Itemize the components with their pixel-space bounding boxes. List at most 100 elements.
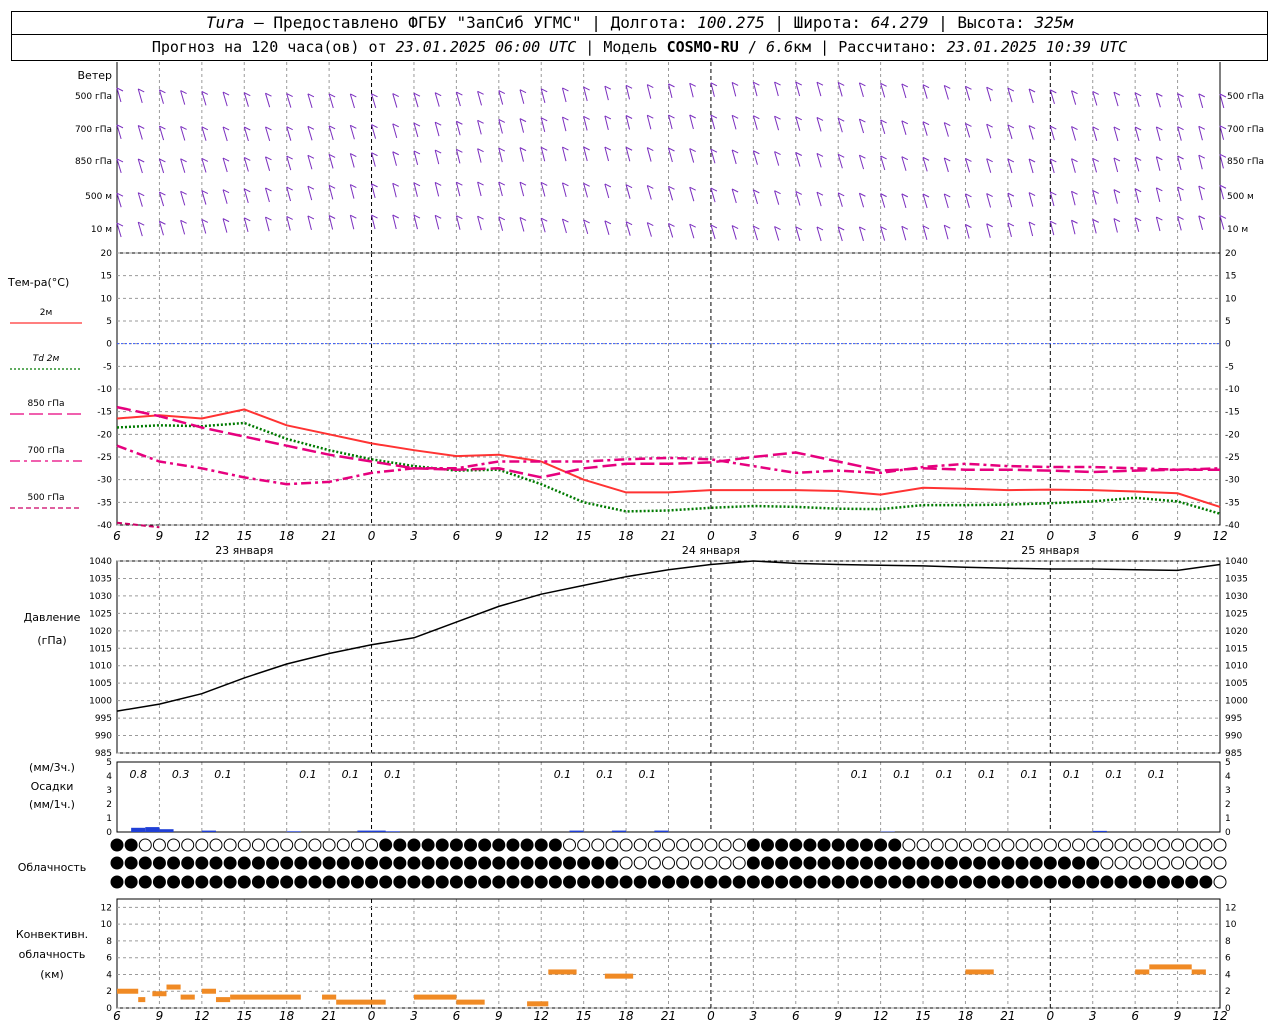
- wind-barb-feather: [307, 125, 315, 130]
- pressure-tick-label: 1035: [89, 574, 112, 584]
- wind-barb: [264, 187, 270, 203]
- wind-barb-feather: [116, 124, 124, 129]
- precip-accum-label: 0.1: [851, 768, 869, 781]
- pressure-tick-label-right: 1035: [1225, 574, 1248, 584]
- cloud-symbol: [1086, 875, 1100, 889]
- wind-barb: [116, 158, 122, 174]
- bottom-time-tick-label: 15: [237, 1009, 252, 1023]
- cloud-symbol: [563, 875, 577, 889]
- wind-barb-feather: [350, 93, 357, 98]
- wind-barb: [795, 81, 801, 97]
- wind-barb-feather: [604, 146, 612, 151]
- cloud-symbol: [1171, 875, 1185, 889]
- wind-barb: [710, 224, 716, 240]
- wind-barb-feather: [625, 84, 633, 89]
- wind-barb: [689, 83, 694, 98]
- wind-barb-feather: [1177, 215, 1184, 220]
- wind-barb-feather: [986, 86, 993, 91]
- wind-barb-feather: [307, 93, 315, 98]
- cloud-symbol: [1156, 838, 1170, 852]
- wind-barb-feather: [625, 115, 633, 119]
- precip-accum-label: 0.1: [639, 768, 657, 781]
- precip-accum-label: 0.1: [1020, 768, 1038, 781]
- wind-barb-feather: [1113, 91, 1121, 96]
- cloud-symbol: [152, 838, 166, 852]
- pressure-tick-label-right: 1010: [1225, 662, 1248, 672]
- bottom-time-tick-label: 9: [834, 1009, 842, 1023]
- wind-barb: [795, 152, 801, 167]
- cloud-symbol: [492, 856, 506, 870]
- wind-barb: [540, 88, 546, 103]
- cloud-symbol: [294, 838, 308, 852]
- wind-barb: [943, 85, 949, 100]
- cloud-symbol: [619, 838, 633, 852]
- wind-barb-feather: [180, 90, 187, 95]
- cloud-symbol: [435, 856, 449, 870]
- cloud-symbol: [859, 838, 873, 852]
- wind-barb: [752, 82, 758, 97]
- wind-barb-feather: [1028, 158, 1036, 163]
- wind-barb: [392, 123, 398, 138]
- wind-barb: [286, 186, 292, 202]
- pressure-frame: [116, 560, 1221, 754]
- temperature-tick-label: -5: [103, 362, 112, 372]
- cloud-symbol: [690, 875, 704, 889]
- cloud-symbol: [280, 838, 294, 852]
- cloud-symbol: [577, 838, 591, 852]
- wind-barb: [1007, 124, 1013, 140]
- time-tick-label: 0: [1046, 529, 1054, 543]
- wind-barb: [1113, 218, 1118, 233]
- wind-barb-feather: [286, 216, 293, 220]
- wind-barb-feather: [816, 191, 824, 196]
- header-dash: –: [254, 13, 264, 32]
- wind-barb: [583, 146, 588, 162]
- wind-barb: [158, 89, 164, 104]
- convective-segment: [230, 994, 301, 1000]
- wind-barb: [858, 82, 864, 97]
- bottom-time-tick-label: 21: [321, 1009, 336, 1023]
- cloud-symbol: [138, 838, 152, 852]
- wind-barb: [646, 222, 652, 237]
- wind-barb-feather: [944, 157, 951, 162]
- cloud-symbol: [506, 838, 520, 852]
- precipitation-tick-label: 5: [106, 758, 112, 768]
- cloud-symbol: [831, 875, 845, 889]
- wind-barb: [498, 90, 504, 105]
- wind-barb: [1177, 126, 1182, 141]
- cloud-symbol: [958, 875, 972, 889]
- wind-barb: [371, 183, 376, 198]
- wind-barb: [1134, 217, 1140, 232]
- time-tick-label: 0: [368, 529, 376, 543]
- cloud-symbol: [1185, 838, 1199, 852]
- convective-tick-label: 0: [106, 1004, 112, 1014]
- wind-barb: [752, 115, 758, 130]
- wind-barb: [519, 118, 525, 133]
- wind-barb: [774, 116, 780, 131]
- cloud-symbol: [195, 875, 209, 889]
- precipitation-tick-label: 2: [106, 800, 112, 810]
- wind-barb-feather: [328, 184, 336, 189]
- wind-barb: [837, 82, 843, 97]
- wind-barb: [498, 147, 503, 163]
- cloud-symbol: [605, 856, 619, 870]
- wind-barb-feather: [668, 147, 675, 152]
- wind-barb-feather: [710, 148, 718, 153]
- wind-barb: [519, 217, 525, 232]
- cloud-symbol: [548, 838, 562, 852]
- wind-barb-feather: [795, 152, 802, 156]
- wind-barb: [583, 183, 588, 198]
- wind-barb: [1155, 156, 1161, 171]
- cloud-symbol: [845, 856, 859, 870]
- wind-barb: [795, 226, 801, 241]
- time-tick-label: 6: [792, 529, 800, 543]
- wind-barb: [731, 149, 737, 165]
- wind-barb: [964, 158, 971, 173]
- precip-bar: [1092, 830, 1107, 832]
- convective-segment: [527, 1001, 549, 1007]
- cloud-symbol: [760, 856, 774, 870]
- wind-barb: [413, 122, 419, 138]
- wind-barb-feather: [922, 84, 930, 89]
- wind-barb-feather: [1177, 155, 1184, 160]
- wind-barb: [243, 126, 249, 142]
- time-tick-label: 18: [958, 529, 974, 543]
